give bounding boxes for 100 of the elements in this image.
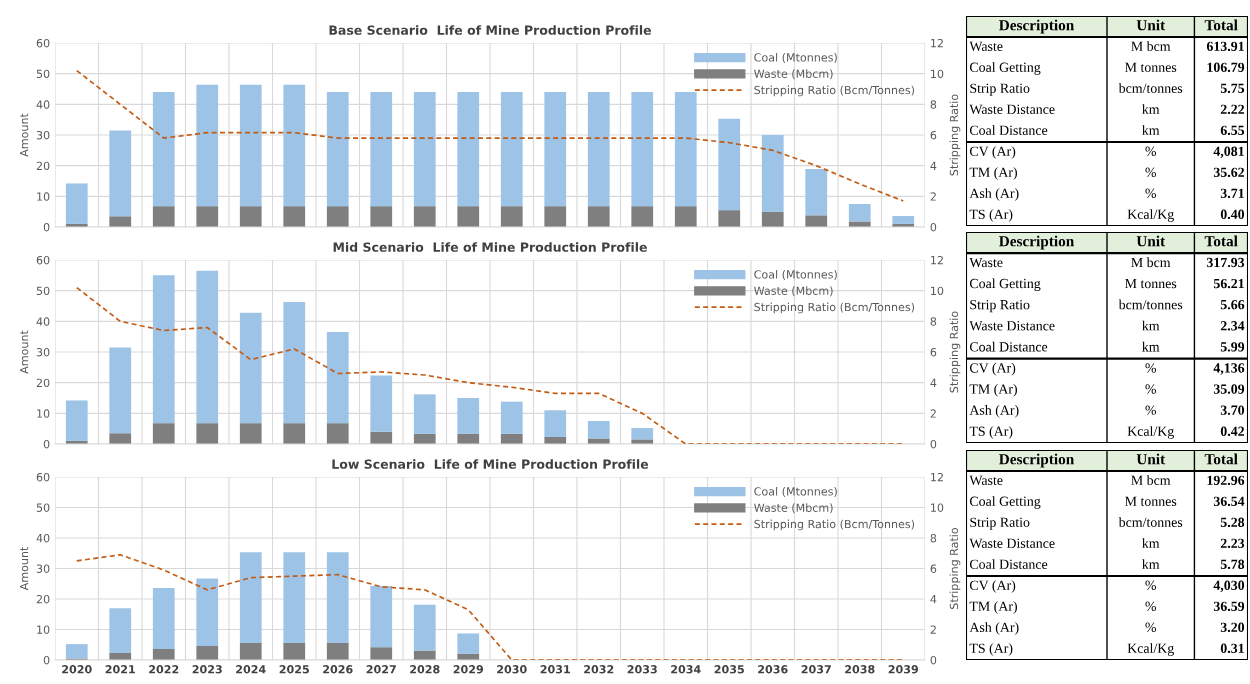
x-tick-label: 2025 <box>279 665 309 674</box>
text: Ash (Ar) <box>969 188 1019 201</box>
text: 3.70 <box>1220 405 1245 415</box>
text: Waste <box>969 257 1003 268</box>
text: 2.23 <box>1220 538 1245 549</box>
y-tick-label: 30 <box>36 130 50 140</box>
y-tick-label: 20 <box>36 594 50 604</box>
y-tick-label: 10 <box>37 625 50 634</box>
text: 3.71 <box>1220 188 1244 199</box>
y2-tick-label: 6 <box>930 130 937 140</box>
legend-label: Waste (Mbcm) <box>754 69 833 80</box>
y2-tick-label: 4 <box>930 595 937 604</box>
text: Waste Distance <box>969 538 1055 549</box>
text: % <box>1145 384 1157 394</box>
text: % <box>1145 622 1157 633</box>
text: km <box>1142 559 1160 569</box>
text: 5.99 <box>1220 342 1245 352</box>
text: CV (Ar) <box>969 146 1016 159</box>
text: Strip Ratio <box>970 299 1030 313</box>
text: % <box>1145 188 1157 199</box>
y-tick-label: 50 <box>36 286 50 296</box>
text: km <box>1142 320 1160 331</box>
legend-label: Waste (Mbcm) <box>754 503 833 514</box>
text: 5.78 <box>1220 559 1245 570</box>
text: km <box>1142 104 1160 114</box>
text: CV (Ar) <box>969 362 1016 376</box>
text: M bcm <box>1131 475 1171 485</box>
text: Waste <box>969 475 1003 486</box>
y2-axis-title: Stripping Ratio <box>949 527 961 609</box>
y2-tick-label: 8 <box>930 317 937 326</box>
text: M bcm <box>1131 257 1171 268</box>
legend-label: Coal (Mtonnes) <box>754 53 837 63</box>
text: Waste <box>969 41 1003 52</box>
text: TM (Ar) <box>969 167 1017 180</box>
chart-title: Base Scenario Life of Mine Production Profile <box>329 25 651 35</box>
x-tick-label: 2032 <box>584 665 614 674</box>
text: Coal Getting <box>969 62 1041 75</box>
text: Ash (Ar) <box>969 405 1019 418</box>
category-label: Unit <box>1136 453 1166 465</box>
text: 36.59 <box>1213 601 1245 612</box>
text: M tonnes <box>1125 278 1177 289</box>
text: 2.22 <box>1220 104 1245 115</box>
text: 4,030 <box>1213 580 1245 592</box>
text: TS (Ar) <box>969 426 1013 439</box>
y2-tick-label: 6 <box>930 347 937 357</box>
x-tick-label: 2028 <box>410 665 440 674</box>
x-tick-label: 2020 <box>62 665 92 674</box>
text: 4,081 <box>1213 146 1244 158</box>
y-tick-label: 40 <box>36 100 50 109</box>
text: 35.09 <box>1213 384 1245 394</box>
x-tick-label: 2035 <box>714 665 744 674</box>
x-tick-label: 2034 <box>671 665 701 674</box>
legend-label: Stripping Ratio (Bcm/Tonnes) <box>754 519 915 531</box>
y2-tick-label: 2 <box>930 625 936 634</box>
text: % <box>1145 146 1157 157</box>
text: Kcal/Kg <box>1127 426 1174 439</box>
text: 317.93 <box>1206 257 1245 268</box>
y2-tick-label: 6 <box>930 564 937 573</box>
x-tick-label: 2027 <box>366 665 396 674</box>
text: TS (Ar) <box>969 209 1013 222</box>
y2-tick-label: 4 <box>930 378 937 387</box>
text: 5.66 <box>1220 299 1245 310</box>
chart-title: Mid Scenario Life of Mine Production Profile <box>333 242 647 252</box>
y2-tick-label: 0 <box>930 655 937 665</box>
text: Strip Ratio <box>970 83 1030 96</box>
text: 192.96 <box>1207 475 1245 486</box>
y2-tick-label: 4 <box>930 161 937 170</box>
text: % <box>1145 363 1157 373</box>
text: TM (Ar) <box>969 383 1017 397</box>
y2-tick-label: 12 <box>931 472 943 482</box>
y2-tick-label: 12 <box>931 255 943 265</box>
y-tick-label: 50 <box>36 503 50 512</box>
legend-label: Coal (Mtonnes) <box>754 270 837 280</box>
y2-tick-label: 10 <box>931 69 944 79</box>
y2-tick-label: 10 <box>931 503 944 512</box>
text: % <box>1145 601 1157 612</box>
category-label: Total <box>1204 453 1238 465</box>
text: Coal Getting <box>969 496 1041 509</box>
y-tick-label: 50 <box>36 69 50 79</box>
y-tick-label: 10 <box>37 192 50 201</box>
category-label: Description <box>999 19 1075 34</box>
y-tick-label: 60 <box>36 472 50 482</box>
chart-title: Low Scenario Life of Mine Production Profile <box>332 459 649 469</box>
x-tick-label: 2033 <box>627 665 657 674</box>
y2-tick-label: 8 <box>930 533 937 543</box>
text: 0.31 <box>1220 643 1244 654</box>
legend-label: Waste (Mbcm) <box>754 286 833 297</box>
text: 2.34 <box>1220 321 1245 331</box>
x-tick-label: 2039 <box>888 665 918 674</box>
y2-tick-label: 0 <box>930 222 937 232</box>
text: M bcm <box>1131 41 1171 51</box>
x-tick-label: 2030 <box>497 665 527 674</box>
text: 3.20 <box>1220 622 1245 633</box>
x-tick-label: 2036 <box>758 665 788 674</box>
text: Kcal/Kg <box>1127 643 1174 656</box>
y-tick-label: 0 <box>43 655 50 665</box>
text: % <box>1145 580 1157 591</box>
y-tick-label: 60 <box>36 38 50 48</box>
text: 106.79 <box>1207 62 1245 73</box>
y-tick-label: 10 <box>37 409 50 418</box>
